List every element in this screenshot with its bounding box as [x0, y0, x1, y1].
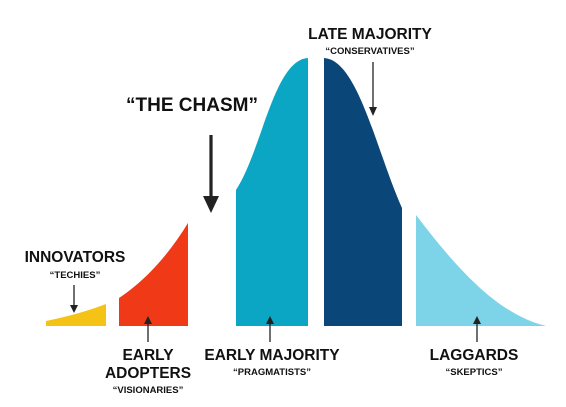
- laggards-alias: “SKEPTICS”: [445, 367, 502, 378]
- innovators-label: INNOVATORS: [25, 249, 126, 266]
- early-majority-label: EARLY MAJORITY: [204, 347, 340, 364]
- chasm-arrow: [203, 135, 219, 213]
- early-adopters-alias: “VISIONARIES”: [113, 385, 184, 396]
- innovators-segment: [46, 304, 106, 326]
- early-majority-alias: “PRAGMATISTS”: [233, 367, 311, 378]
- late-majority-pointer-arrow: [369, 62, 377, 116]
- early-majority-segment: [236, 58, 308, 326]
- laggards-segment: [416, 215, 546, 326]
- early-adopters-label-line1: EARLY: [122, 347, 174, 364]
- late-majority-segment: [324, 58, 402, 326]
- late-majority-label: LATE MAJORITY: [308, 26, 432, 43]
- innovators-pointer-arrow: [70, 285, 78, 313]
- late-majority-alias: “CONSERVATIVES”: [325, 46, 414, 57]
- early-adopters-pointer-arrow: [144, 316, 152, 342]
- laggards-pointer-arrow: [473, 316, 481, 342]
- chasm-title: “THE CHASM”: [126, 95, 258, 116]
- innovators-alias: “TECHIES”: [50, 270, 101, 281]
- early-adopters-label-line2: ADOPTERS: [105, 365, 191, 382]
- early-adopters-segment: [119, 223, 188, 326]
- early-majority-pointer-arrow: [266, 316, 274, 342]
- laggards-label: LAGGARDS: [430, 347, 519, 364]
